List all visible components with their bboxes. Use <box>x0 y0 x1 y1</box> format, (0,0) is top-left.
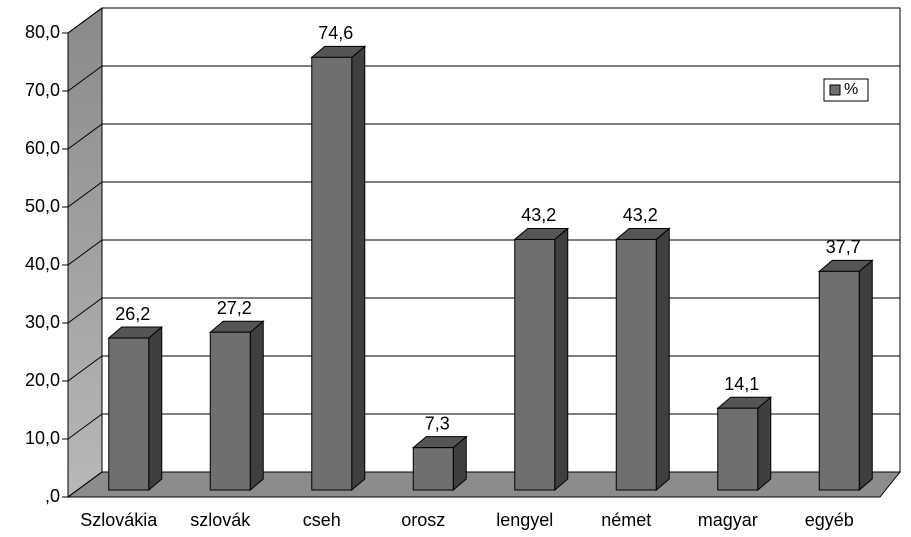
value-label: 43,2 <box>521 205 556 225</box>
bar <box>717 407 759 491</box>
floor <box>66 471 902 498</box>
grid-line <box>67 65 103 92</box>
y-tick-label: 40,0 <box>25 254 60 274</box>
bar <box>209 331 251 491</box>
legend-label: % <box>844 81 858 98</box>
value-label: 7,3 <box>425 413 450 433</box>
x-tick-label: magyar <box>698 510 758 530</box>
y-tick-label: 10,0 <box>25 428 60 448</box>
x-tick-label: orosz <box>401 510 445 530</box>
bar-side <box>249 320 264 492</box>
grid-line <box>67 413 103 440</box>
y-tick-label: 30,0 <box>25 312 60 332</box>
bar <box>311 56 353 491</box>
labels: ,0 10,0 20,0 30,0 40,0 50,0 60,0 70,0 80,0 26,2 Sz… <box>25 22 861 530</box>
bar-side <box>655 227 670 492</box>
grid-line <box>67 239 103 266</box>
x-tick-label: szlovák <box>190 510 251 530</box>
value-label: 14,1 <box>724 374 759 394</box>
value-label: 37,7 <box>826 237 861 257</box>
y-tick-label: 50,0 <box>25 196 60 216</box>
value-label: 27,2 <box>217 298 252 318</box>
x-tick-label: Szlovákia <box>80 510 158 530</box>
x-tick-label: cseh <box>303 510 341 530</box>
bar <box>514 238 556 491</box>
bar <box>108 337 150 491</box>
bars <box>107 45 874 492</box>
bar <box>412 447 454 491</box>
bar <box>818 270 860 491</box>
grid-line <box>67 297 103 324</box>
grid-line <box>67 355 103 382</box>
value-label: 74,6 <box>318 23 353 43</box>
x-tick-label: egyéb <box>805 510 854 530</box>
grid-line <box>67 471 103 498</box>
y-tick-label: ,0 <box>45 486 60 506</box>
x-tick-label: lengyel <box>496 510 553 530</box>
x-tick-label: német <box>601 510 651 530</box>
y-tick-label: 20,0 <box>25 370 60 390</box>
grid-line <box>67 123 103 150</box>
bar-side <box>351 45 366 492</box>
y-tick-label: 70,0 <box>25 80 60 100</box>
grid-line <box>67 7 103 34</box>
bar-side <box>554 227 569 492</box>
grid-line <box>67 181 103 208</box>
legend-swatch <box>829 84 841 96</box>
value-label: 43,2 <box>623 205 658 225</box>
y-tick-label: 80,0 <box>25 22 60 42</box>
legend: % <box>823 78 869 102</box>
bar <box>615 238 657 491</box>
bar-side <box>858 259 873 492</box>
value-label: 26,2 <box>115 304 150 324</box>
bar-side <box>148 325 163 492</box>
y-tick-label: 60,0 <box>25 138 60 158</box>
bar-side <box>757 396 772 492</box>
